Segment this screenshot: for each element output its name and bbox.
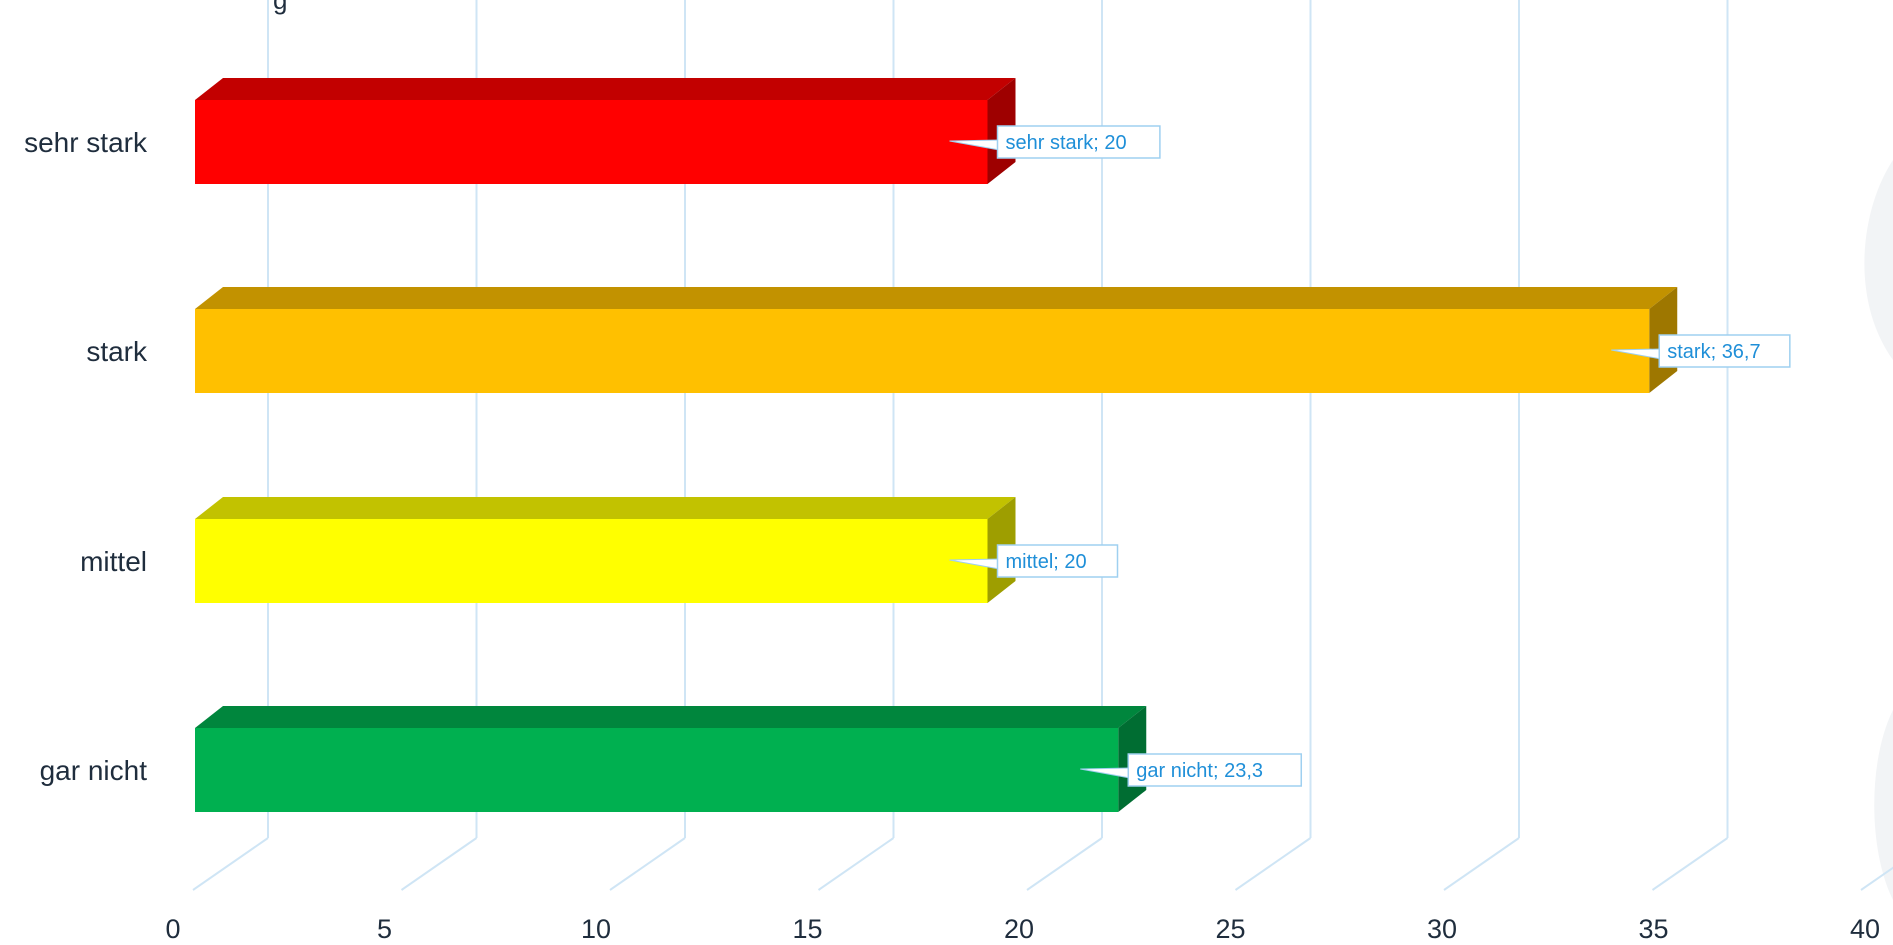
bar-top-2 [195,497,1016,519]
category-label-1: stark [86,336,148,367]
x-tick-30: 30 [1427,914,1457,944]
data-label-box-1 [1658,334,1791,368]
floor-gridline-0 [192,837,269,891]
bar-3 [195,728,1119,812]
floor-gridline-25 [1234,837,1312,891]
x-tick-40: 40 [1850,914,1880,944]
floor-gridline-20 [1026,837,1103,891]
floor-gridline-40 [1860,866,1893,891]
x-tick-0: 0 [165,914,180,944]
category-label-0: sehr stark [24,127,148,158]
data-label-2: mittel; 20 [1006,551,1087,573]
floor-gridline-30 [1443,837,1520,891]
category-label-2: mittel [80,546,147,577]
data-labels: sehr stark; 20 stark; 36,7 mittel; 20 gar n… [949,125,1791,787]
floor-gridline-35 [1651,837,1729,891]
category-label-3: gar nicht [40,755,148,786]
data-label-0: sehr stark; 20 [1006,132,1127,154]
x-tick-25: 25 [1215,914,1245,944]
bar-1 [195,309,1650,393]
x-tick-10: 10 [581,914,611,944]
bar-top-1 [195,287,1678,309]
data-label-3: gar nicht; 23,3 [1136,760,1263,782]
data-label-box-2 [996,544,1119,578]
x-tick-20: 20 [1004,914,1034,944]
bar-top-0 [195,78,1016,100]
bar-2 [195,519,988,603]
data-label-1: stark; 36,7 [1667,341,1760,363]
chart-title-fragment: g [273,0,287,15]
floor-gridline-10 [609,837,686,891]
x-tick-5: 5 [377,914,392,944]
data-label-box-0 [996,125,1161,159]
background-decoration [1864,160,1893,900]
x-axis-ticks: 0 5 10 15 20 25 30 35 40 [165,914,1880,944]
category-labels: sehr stark stark mittel gar nicht [24,127,148,786]
bar-top-3 [195,706,1147,728]
floor-gridline-5 [400,837,478,891]
bar-0 [195,100,988,184]
bars [195,78,1678,812]
x-tick-15: 15 [792,914,822,944]
x-tick-35: 35 [1638,914,1668,944]
data-label-box-3 [1127,753,1303,787]
floor-gridline-15 [817,837,895,891]
